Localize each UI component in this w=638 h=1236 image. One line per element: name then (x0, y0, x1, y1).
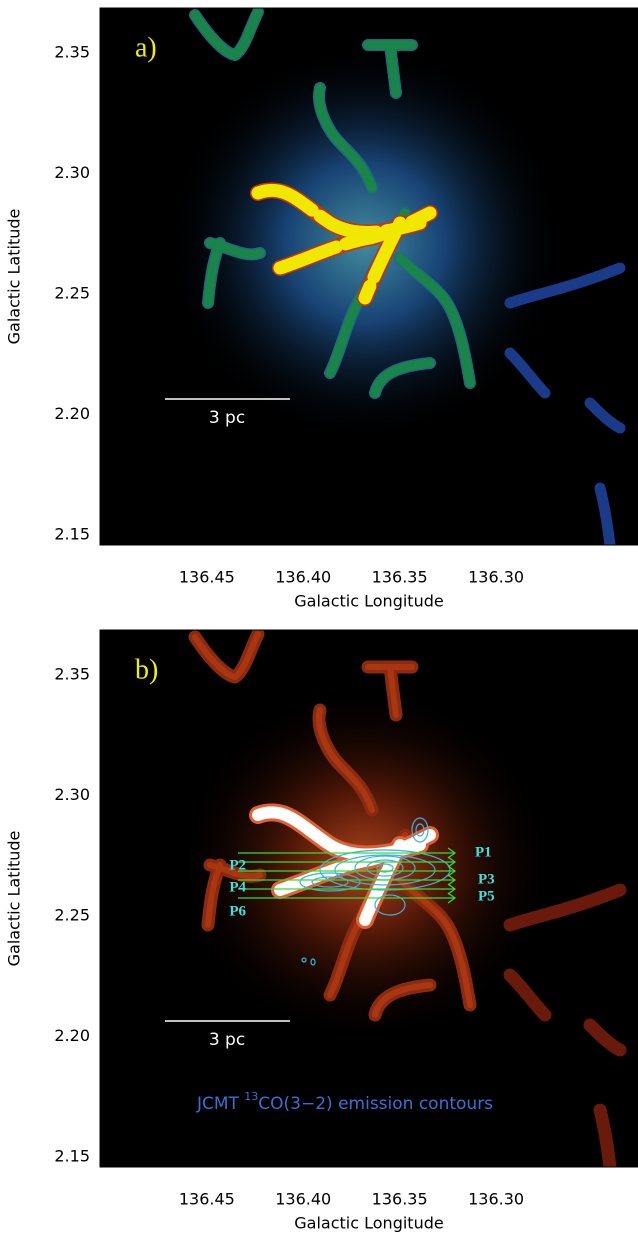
contour-label-prefix: JCMT (196, 1094, 244, 1114)
position-label: P3 (478, 871, 495, 887)
x-tick-label: 136.40 (275, 1190, 331, 1209)
position-label: P2 (229, 857, 246, 873)
plot-frame (99, 7, 638, 546)
scale-bar-label: 3 pc (209, 1030, 245, 1050)
image (100, 8, 638, 545)
position-label: P1 (475, 844, 492, 860)
image (100, 630, 638, 1167)
y-tick-label: 2.30 (54, 785, 90, 804)
y-tick-label: 2.20 (54, 404, 90, 423)
position-label: P4 (229, 879, 246, 895)
contour-label: JCMT 13CO(3−2) emission contours (196, 1090, 493, 1114)
y-axis-label: Galactic Latitude (5, 831, 24, 967)
y-tick-label: 2.15 (54, 525, 90, 544)
contour-label-suffix: CO(3−2) emission contours (258, 1094, 493, 1114)
x-tick-label: 136.35 (372, 1190, 428, 1209)
x-axis-label: Galactic Longitude (294, 592, 443, 611)
y-tick-label: 2.35 (54, 43, 90, 62)
panel-b: 136.45 136.40 136.35 136.30 2.15 2.20 2.25 2.30… (5, 629, 638, 1233)
x-tick-label: 136.45 (179, 1190, 235, 1209)
plot-frame (99, 629, 638, 1168)
contour-label-sup: 13 (244, 1090, 258, 1103)
y-tick-label: 2.15 (54, 1147, 90, 1166)
x-tick-label: 136.30 (468, 568, 524, 587)
y-tick-label: 2.35 (54, 665, 90, 684)
scale-bar-label: 3 pc (209, 408, 245, 428)
y-tick-label: 2.20 (54, 1026, 90, 1045)
panel-label: a) (135, 32, 157, 63)
x-tick-label: 136.35 (372, 568, 428, 587)
panel-a: 136.45 136.40 136.35 136.30 2.15 2.20 2.25 2.30… (5, 7, 638, 611)
x-axis-label: Galactic Longitude (294, 1214, 443, 1233)
y-tick-label: 2.25 (54, 284, 90, 303)
position-label: P5 (478, 888, 495, 904)
y-tick-label: 2.25 (54, 906, 90, 925)
x-tick-label: 136.40 (275, 568, 331, 587)
x-tick-label: 136.30 (468, 1190, 524, 1209)
panel-label: b) (135, 654, 158, 685)
y-tick-label: 2.30 (54, 163, 90, 182)
y-axis-label: Galactic Latitude (5, 209, 24, 345)
x-tick-label: 136.45 (179, 568, 235, 587)
position-label: P6 (229, 903, 246, 919)
